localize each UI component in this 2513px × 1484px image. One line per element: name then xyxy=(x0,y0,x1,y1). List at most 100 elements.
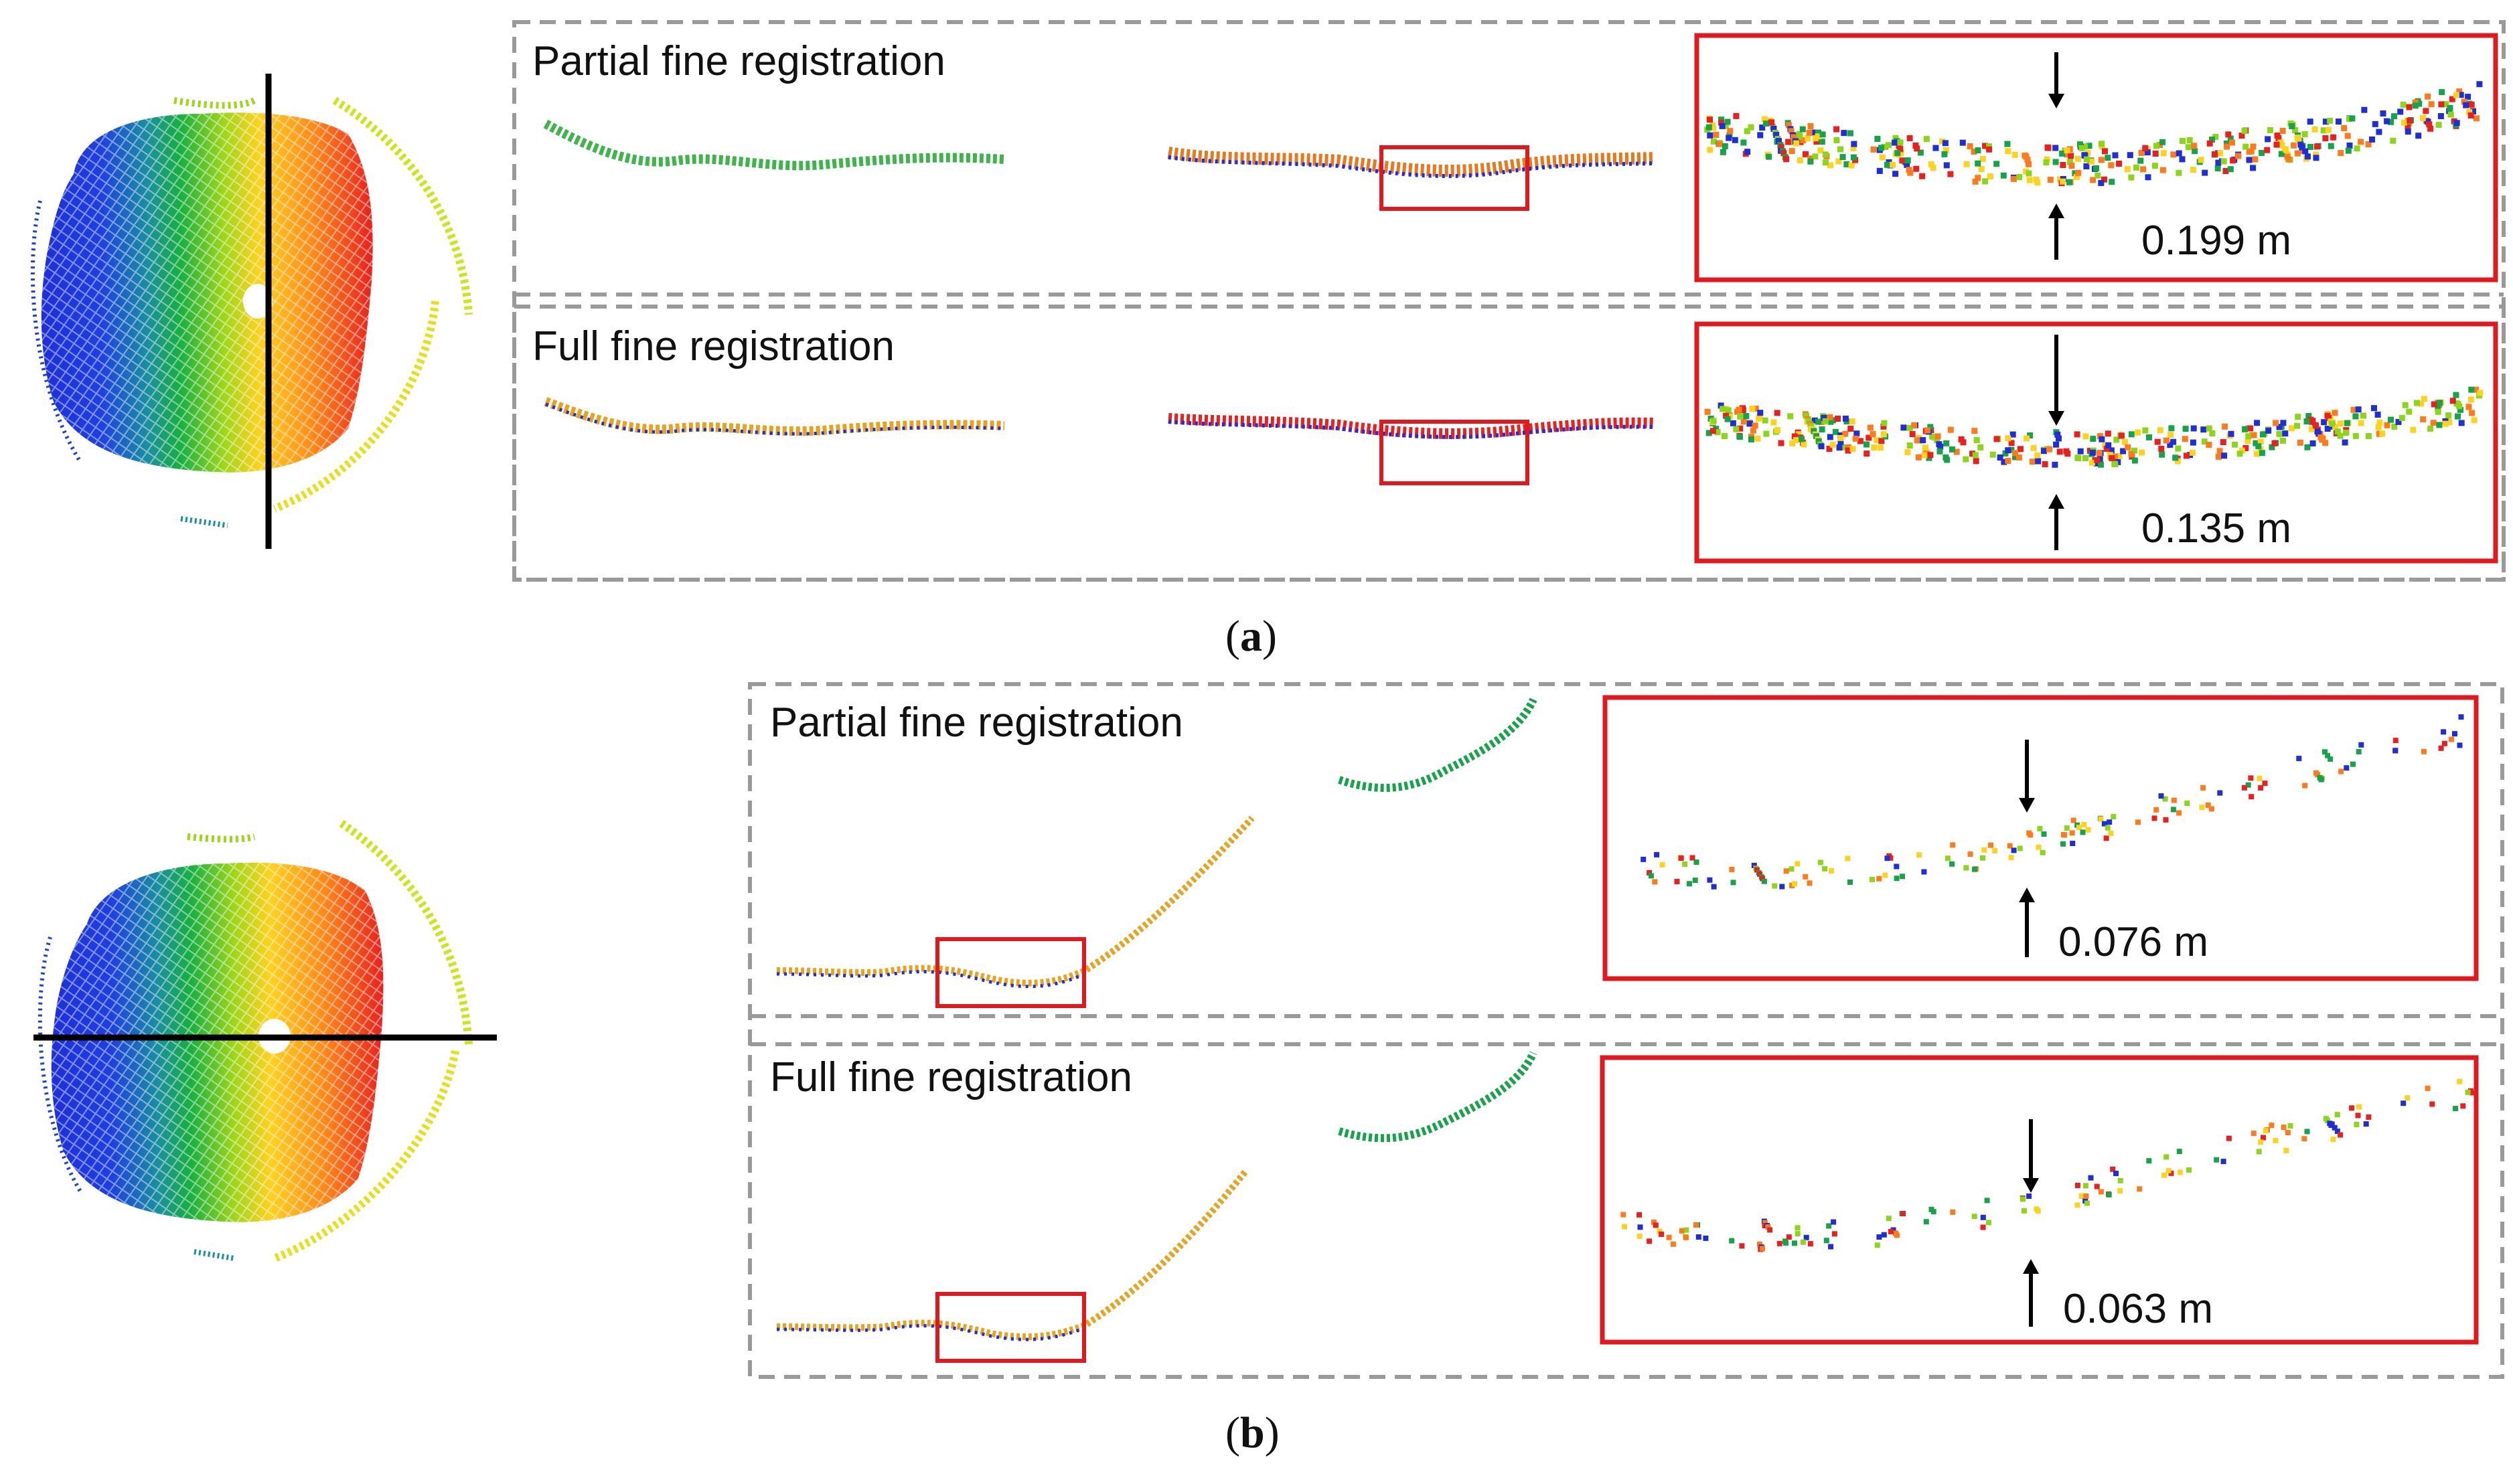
point-marker xyxy=(1845,444,1852,450)
point-marker xyxy=(2332,424,2339,430)
point-marker xyxy=(1993,436,2000,442)
point-marker xyxy=(2096,450,2103,457)
point-marker xyxy=(2094,1183,2100,1189)
point-marker xyxy=(2295,414,2301,420)
point-marker xyxy=(2358,139,2364,145)
point-marker xyxy=(2438,101,2445,108)
point-marker xyxy=(1720,149,1726,155)
point-marker xyxy=(2429,1101,2435,1107)
point-marker xyxy=(1743,413,1750,420)
point-marker xyxy=(2242,426,2249,432)
point-marker xyxy=(1636,1212,1643,1218)
point-marker xyxy=(2176,1149,2182,1155)
point-marker xyxy=(1815,133,1821,140)
point-marker xyxy=(2241,785,2247,791)
point-marker xyxy=(2295,137,2302,143)
point-marker xyxy=(1971,428,1978,434)
point-marker xyxy=(1972,866,1977,872)
point-marker xyxy=(1890,161,1896,168)
point-marker xyxy=(1822,159,1829,166)
point-marker xyxy=(1718,116,1724,123)
point-marker xyxy=(1988,842,1994,848)
point-marker xyxy=(1850,145,1857,151)
point-marker xyxy=(2315,772,2321,778)
point-marker xyxy=(2435,122,2442,129)
point-marker xyxy=(2303,418,2310,425)
point-marker xyxy=(2074,155,2081,162)
point-marker xyxy=(1720,406,1726,412)
point-marker xyxy=(2101,821,2107,827)
point-marker xyxy=(1740,139,1747,146)
point-marker xyxy=(2439,89,2445,96)
point-marker xyxy=(2365,433,2372,439)
point-marker xyxy=(1943,162,1950,169)
point-marker xyxy=(2099,436,2105,442)
point-marker xyxy=(1944,457,1951,463)
outer-arc-left-b xyxy=(37,936,82,1193)
point-marker xyxy=(2139,449,2145,456)
point-marker xyxy=(2217,150,2224,157)
point-marker xyxy=(1683,1234,1689,1240)
point-marker xyxy=(2012,454,2018,461)
point-marker xyxy=(1941,151,1948,157)
point-marker xyxy=(1972,178,1979,185)
point-marker xyxy=(1979,156,1986,162)
point-marker xyxy=(2299,144,2305,151)
point-marker xyxy=(2118,432,2125,439)
point-marker xyxy=(1707,147,1714,153)
point-marker xyxy=(1853,430,1860,437)
point-marker xyxy=(2040,849,2046,855)
point-marker xyxy=(2034,179,2041,186)
point-marker xyxy=(2026,1193,2032,1199)
point-marker xyxy=(1922,444,1928,451)
point-marker xyxy=(2356,1104,2362,1110)
point-marker xyxy=(1722,433,1728,439)
point-marker xyxy=(2325,127,2332,133)
point-marker xyxy=(2401,119,2407,126)
point-marker xyxy=(2008,855,2014,861)
point-marker xyxy=(2380,110,2386,116)
point-marker xyxy=(2391,423,2398,430)
point-marker xyxy=(2041,831,2047,837)
point-marker xyxy=(1641,856,1647,862)
point-marker xyxy=(1942,140,1949,147)
point-marker xyxy=(2030,444,2037,451)
point-marker xyxy=(1713,132,1720,138)
point-marker xyxy=(2356,749,2362,754)
point-marker xyxy=(1622,1224,1628,1230)
point-marker xyxy=(2469,410,2476,416)
point-marker xyxy=(2214,1157,2220,1163)
point-marker xyxy=(2113,436,2120,443)
point-marker xyxy=(2322,118,2329,125)
point-marker xyxy=(2029,459,2036,465)
point-marker xyxy=(2005,435,2011,442)
point-marker xyxy=(1761,116,1768,122)
point-marker xyxy=(2226,1135,2232,1141)
point-marker xyxy=(2435,408,2441,415)
point-marker xyxy=(2397,108,2404,115)
point-marker xyxy=(2292,127,2299,133)
point-marker xyxy=(2205,802,2211,808)
point-marker xyxy=(2441,740,2447,746)
point-marker xyxy=(1850,154,1857,161)
point-marker xyxy=(1723,412,1730,419)
point-marker xyxy=(2360,412,2366,419)
point-marker xyxy=(2228,430,2234,437)
point-marker xyxy=(2093,165,2100,171)
point-marker xyxy=(1760,1246,1766,1252)
point-marker xyxy=(1842,430,1849,437)
point-marker xyxy=(1886,142,1892,149)
point-marker xyxy=(1654,851,1660,857)
point-marker xyxy=(2365,141,2372,148)
point-marker xyxy=(1900,1211,1906,1216)
point-marker xyxy=(2338,1132,2344,1138)
point-marker xyxy=(2242,143,2249,150)
row-b1-title: Partial fine registration xyxy=(770,699,1183,746)
point-marker xyxy=(2078,1193,2084,1199)
point-marker xyxy=(2363,1121,2369,1127)
point-marker xyxy=(1705,430,1712,436)
point-marker xyxy=(1900,424,1907,431)
point-marker xyxy=(2251,1131,2257,1137)
point-marker xyxy=(1986,143,1992,150)
point-marker xyxy=(2080,829,2086,835)
